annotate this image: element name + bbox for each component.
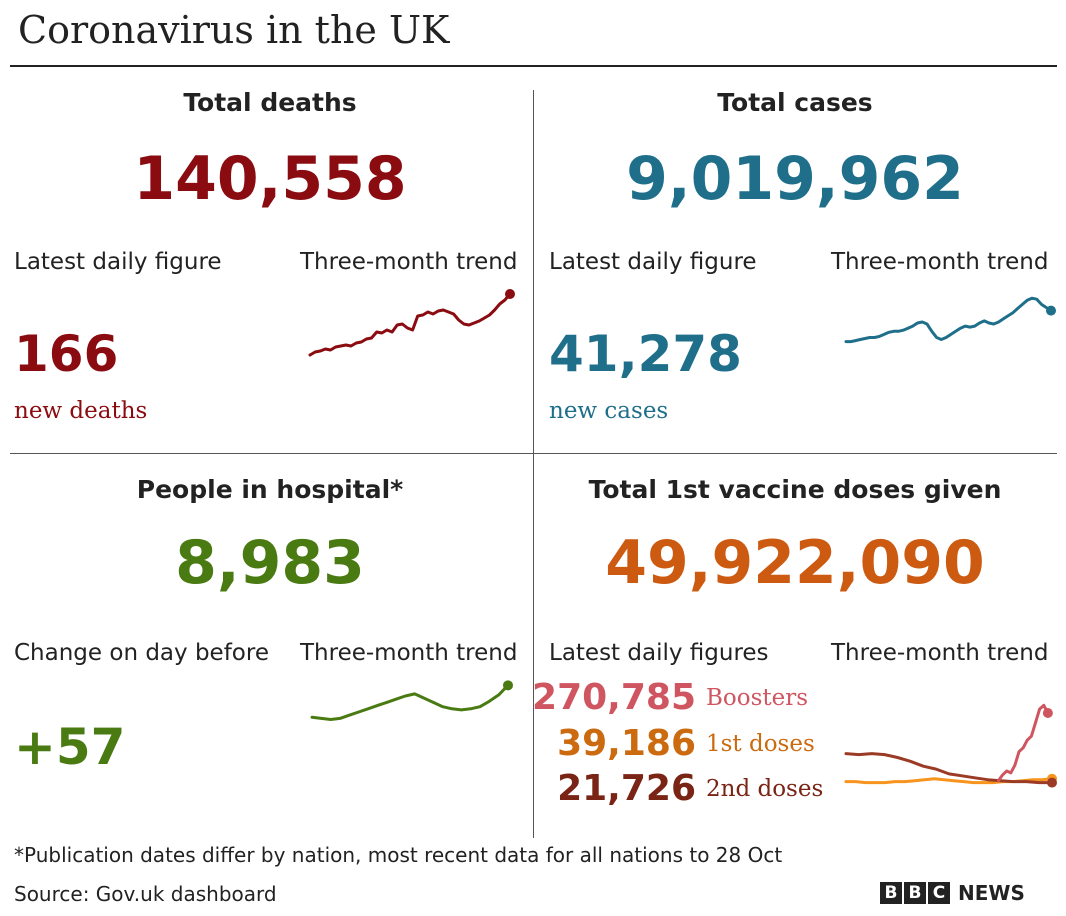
bbc-news-logo: B B C NEWS <box>880 882 1025 904</box>
vaccine-trend-label: Three-month trend <box>831 640 1049 666</box>
hospital-change-label: Change on day before <box>14 640 269 666</box>
vaccine-latest-label: Latest daily figures <box>549 640 769 666</box>
second-doses-trend-end-point <box>1047 777 1057 788</box>
cases-trend-end-point <box>1046 305 1056 316</box>
second-doses-label: 2nd doses <box>706 776 824 802</box>
logo-letter: B <box>904 882 926 904</box>
vaccine-total: 49,922,090 <box>605 528 985 598</box>
hospital-heading: People in hospital* <box>136 475 404 504</box>
page-title: Coronavirus in the UK <box>18 8 450 52</box>
vaccine-heading: Total 1st vaccine doses given <box>588 475 1002 504</box>
vertical-divider <box>533 90 534 838</box>
deaths-total: 140,558 <box>133 144 407 214</box>
cases-total: 9,019,962 <box>626 144 964 214</box>
logo-news-text: NEWS <box>958 881 1025 905</box>
vaccine-trend-chart <box>844 703 1057 788</box>
horizontal-divider <box>10 453 1057 454</box>
logo-letter: C <box>928 882 950 904</box>
deaths-heading: Total deaths <box>183 88 357 117</box>
title-rule <box>10 65 1057 67</box>
footnote: *Publication dates differ by nation, mos… <box>14 843 783 867</box>
logo-letter: B <box>880 882 902 904</box>
source-note: Source: Gov.uk dashboard <box>14 882 277 906</box>
second-doses-value: 21,726 <box>557 768 696 809</box>
cases-trend-chart <box>844 296 1056 344</box>
first-doses-label: 1st doses <box>706 731 815 757</box>
hospital-trend-chart <box>310 680 513 721</box>
deaths-trend-line <box>308 292 512 357</box>
deaths-trend-end-point <box>505 289 515 299</box>
first-doses-value: 39,186 <box>557 723 696 764</box>
deaths-trend-label: Three-month trend <box>300 249 518 275</box>
hospital-trend-line <box>310 683 510 721</box>
hospital-change-value: +57 <box>14 718 126 776</box>
cases-daily-value: 41,278 <box>549 325 742 383</box>
cases-trend-line <box>844 296 1053 344</box>
cases-latest-label: Latest daily figure <box>549 249 757 275</box>
hospital-total: 8,983 <box>175 528 365 598</box>
deaths-daily-value: 166 <box>14 325 119 383</box>
deaths-latest-label: Latest daily figure <box>14 249 222 275</box>
cases-daily-unit: new cases <box>549 398 669 424</box>
boosters-value: 270,785 <box>532 677 696 718</box>
boosters-trend-end-point <box>1042 708 1053 718</box>
second-doses-trend-line <box>844 752 1054 785</box>
boosters-trend-line <box>996 703 1050 783</box>
hospital-trend-end-point <box>503 680 513 691</box>
deaths-trend-chart <box>308 289 515 357</box>
boosters-label: Boosters <box>706 685 809 711</box>
hospital-trend-label: Three-month trend <box>300 640 518 666</box>
cases-heading: Total cases <box>717 88 873 117</box>
deaths-daily-unit: new deaths <box>14 398 148 424</box>
cases-trend-label: Three-month trend <box>831 249 1049 275</box>
